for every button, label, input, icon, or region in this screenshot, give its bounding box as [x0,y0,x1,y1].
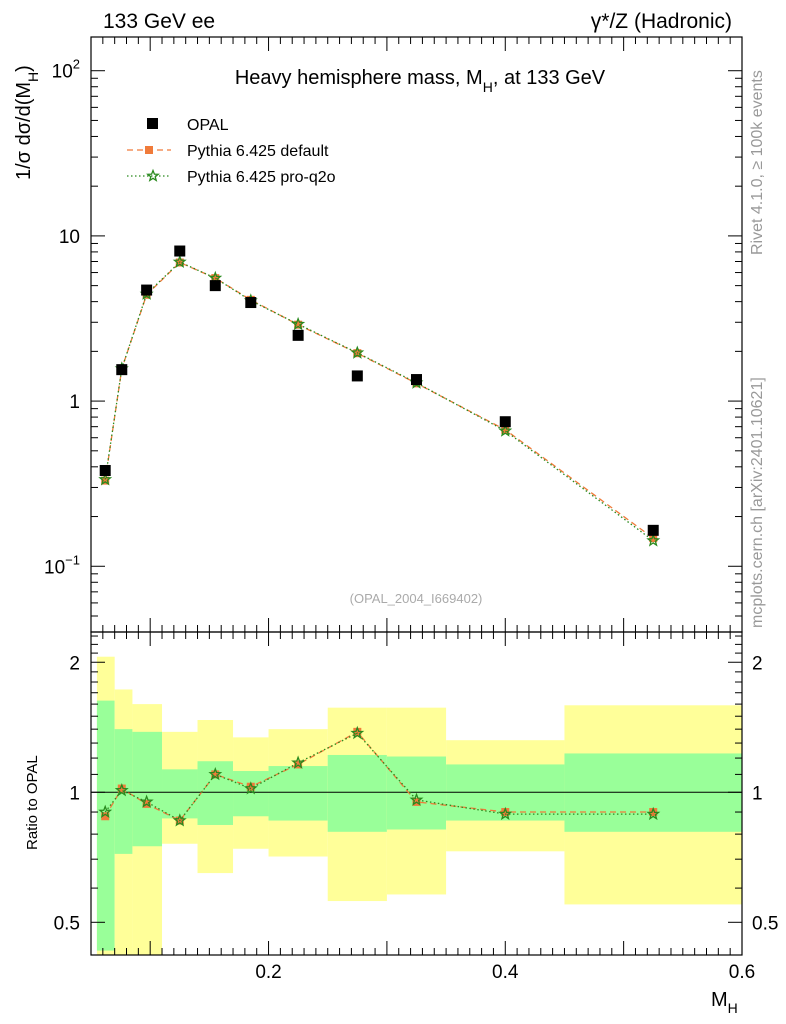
ratio-band-inner-7 [327,754,387,832]
legend-marker-default [145,146,153,154]
main-opal-point-5 [245,297,257,309]
main-default-point-10 [649,534,658,543]
mcplots-label: mcplots.cern.ch [arXiv:2401.10621] [749,377,766,628]
legend-marker-proq2o [146,168,160,182]
ratio-proq2o-point-3 [172,813,187,827]
legend: OPAL Pythia 6.425 default Pythia 6.425 p… [127,117,336,186]
ratio-proq2o-point-10 [646,806,661,821]
ratio-frame [90,631,743,956]
legend-marker-opal [147,118,158,129]
main-ytick-label-3: 10−1 [44,552,80,578]
ratio-default-point-0 [101,812,110,821]
main-default-point-6 [294,320,303,329]
ratio-default-point-7 [353,727,362,736]
legend-label-proq2o: Pythia 6.425 pro-q2o [187,169,336,186]
xtick-label-2: 0.6 [729,962,755,983]
main-proq2o-point-10 [646,533,661,547]
main-proq2o-point-0 [98,472,113,486]
main-opal-point-8 [411,374,422,386]
axes-layer: 102 10 1 10−1 2 2 1 1 0.5 0.5 0.2 0.4 0.6 [44,36,778,983]
ratio-default-point-10 [649,808,658,817]
x-axis-label: MH [711,989,738,1016]
ratio-line-1 [104,732,654,822]
main-default-point-9 [501,425,510,434]
main-line-1 [104,261,654,539]
main-ytick-label-2: 1 [69,392,80,413]
rivet-label: Rivet 4.1.0, ≥ 100k events [749,70,766,255]
ratio-proq2o-point-7 [350,725,365,740]
ratio-ytick-label-right-1: 1 [752,783,763,804]
ratio-default-point-9 [501,808,510,817]
xtick-label-0: 0.2 [255,962,281,983]
main-proq2o-point-3 [172,254,187,269]
main-opal-point-7 [351,370,363,382]
analysis-watermark: (OPAL_2004_I669402) [350,591,483,606]
ratio-proq2o-point-0 [98,804,113,819]
ratio-band-inner-2 [132,731,163,847]
legend-label-default: Pythia 6.425 default [187,143,329,160]
main-default-point-0 [101,476,110,485]
ratio-ytick-label-right-2: 0.5 [752,913,778,934]
main-opal-point-3 [174,245,186,257]
ratio-proq2o-point-5 [243,781,258,795]
legend-star-shape [146,168,160,182]
ratio-proq2o-point-9 [498,806,513,821]
main-line-2 [104,261,654,542]
ratio-proq2o-point-2 [139,794,154,808]
ratio-proq2o-point-4 [208,767,223,781]
ratio-default-point-4 [211,770,220,779]
ratio-band-inner-3 [162,769,198,819]
ratio-proq2o-point-6 [291,755,306,769]
chart-title: Heavy hemisphere mass, MH, at 133 GeV [235,67,606,95]
legend-label-opal: OPAL [187,117,229,134]
ratio-y-axis-label: Ratio to OPAL [24,755,41,850]
ratio-ytick-label-left-1: 1 [69,783,80,804]
ratio-proq2o-point-1 [114,783,129,797]
ratio-ytick-label-right-0: 2 [752,653,763,674]
ratio-proq2o-point-8 [409,792,424,806]
main-opal-point-4 [209,280,221,292]
header-left: 133 GeV ee [103,10,215,33]
xtick-label-1: 0.4 [492,962,519,983]
series-layer [98,245,661,827]
ratio-default-point-5 [246,782,255,791]
ratio-band-inner-6 [268,766,328,821]
main-opal-point-10 [647,524,659,536]
main-proq2o-point-6 [291,316,306,331]
ratio-default-point-1 [117,784,126,793]
header-right: γ*/Z (Hadronic) [591,10,732,33]
main-opal-point-0 [99,464,111,476]
ratio-band-inner-5 [233,771,269,817]
main-ytick-label-1: 10 [59,227,80,248]
ratio-ytick-label-left-2: 0.5 [54,913,80,934]
ratio-ytick-label-left-0: 2 [69,653,80,674]
main-proq2o-point-9 [498,423,513,437]
main-opal-point-9 [499,416,511,428]
main-opal-point-1 [116,364,128,376]
main-y-axis-label: 1/σ dσ/d(MH) [13,65,41,180]
main-default-point-4 [211,274,220,283]
main-opal-point-6 [292,329,304,341]
main-opal-point-2 [141,284,153,296]
main-proq2o-point-7 [350,345,365,359]
ratio-band-inner-0 [96,700,115,951]
main-ytick-label-0: 102 [52,57,80,83]
